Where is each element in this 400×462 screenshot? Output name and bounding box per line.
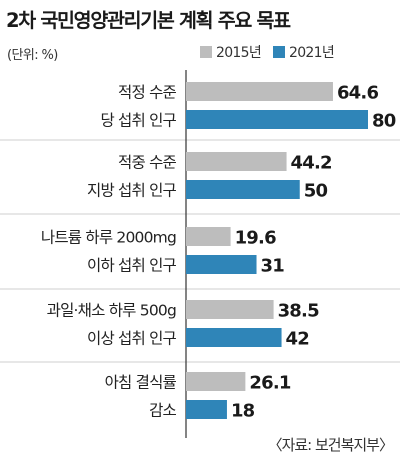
data-label: 44.2 — [291, 153, 332, 174]
bar-2021 — [186, 328, 282, 347]
bar-2015 — [186, 300, 274, 319]
category-label: 지방 섭취 인구 — [87, 182, 177, 200]
legend-label-2015: 2015년 — [216, 45, 262, 61]
bar-2021 — [186, 255, 257, 274]
category-label: 이상 섭취 인구 — [87, 330, 177, 348]
data-label: 50 — [304, 181, 328, 202]
data-label: 38.5 — [278, 301, 319, 322]
data-label: 80 — [372, 111, 396, 132]
chart-title: 2차 국민영양관리기본 계획 주요 목표 — [6, 9, 291, 32]
legend-item-2015: 2015년 — [200, 42, 262, 62]
legend: 2015년 2021년 — [200, 42, 346, 62]
data-label: 19.6 — [235, 228, 276, 249]
bar-2015 — [186, 372, 246, 391]
data-label: 26.1 — [249, 373, 290, 394]
bar-2021 — [186, 110, 368, 129]
bar-2015 — [186, 227, 231, 246]
data-label: 31 — [261, 256, 285, 277]
legend-swatch-2015 — [200, 46, 212, 58]
legend-label-2021: 2021년 — [289, 45, 335, 61]
category-label: 적중 수준 — [118, 154, 177, 172]
category-label: 나트륨 하루 2000mg — [41, 229, 176, 247]
source-note: 〈자료: 보건복지부〉 — [267, 436, 394, 454]
bar-2021 — [186, 400, 227, 419]
data-label: 64.6 — [337, 83, 378, 104]
data-label: 42 — [286, 329, 309, 350]
category-label: 당 섭취 인구 — [100, 112, 176, 130]
bar-2015 — [186, 152, 287, 171]
category-label: 감소 — [149, 402, 176, 420]
legend-swatch-2021 — [273, 46, 286, 58]
category-label: 과일·채소 하루 500g — [47, 302, 176, 320]
category-label: 적정 수준 — [118, 84, 177, 102]
unit-label: (단위: %) — [7, 48, 58, 63]
data-label: 18 — [231, 401, 255, 422]
bar-2015 — [186, 82, 333, 101]
category-label: 이하 섭취 인구 — [87, 257, 177, 275]
bar-2021 — [186, 180, 300, 199]
legend-item-2021: 2021년 — [273, 42, 335, 62]
category-label: 아침 결식률 — [105, 374, 177, 392]
